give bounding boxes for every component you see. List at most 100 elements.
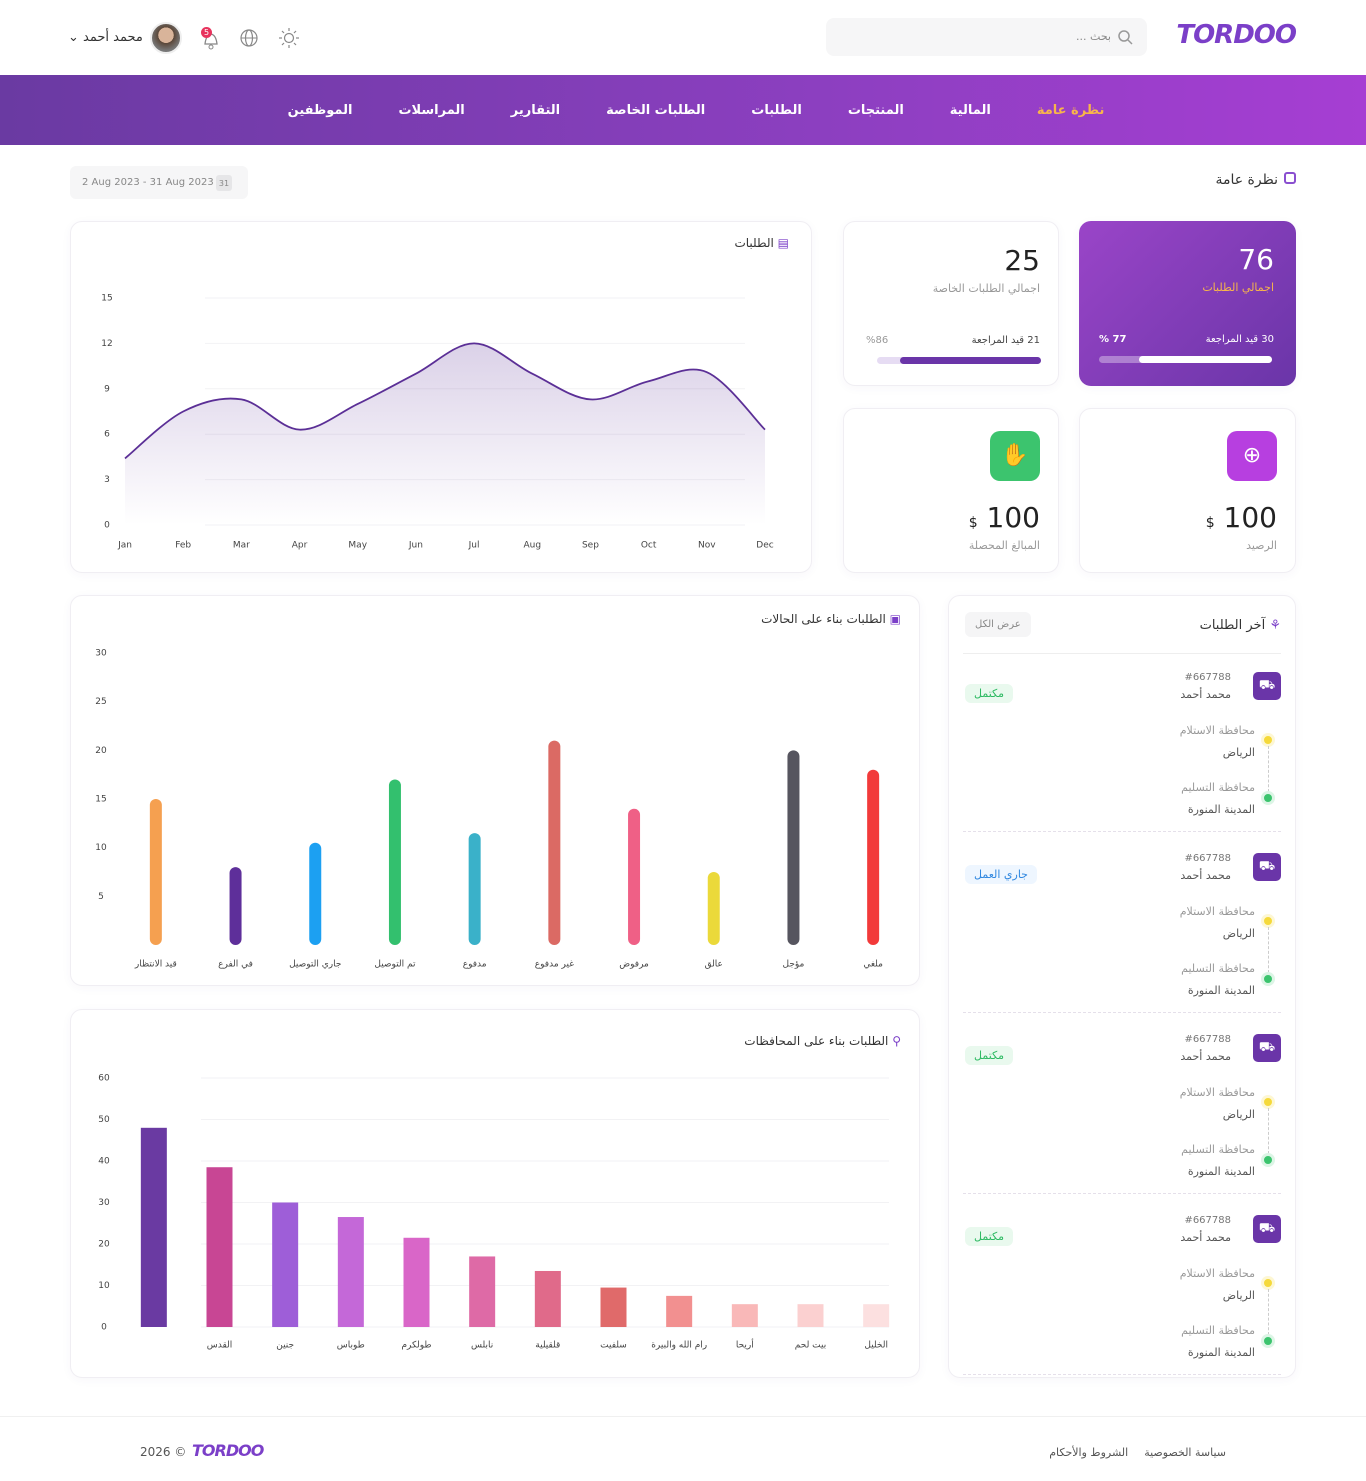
footer-logo: TORDOO	[192, 1441, 264, 1460]
x-tick-label: في الفرع	[218, 960, 253, 970]
date-range: 2 Aug 2023 - 31 Aug 2023	[82, 177, 214, 188]
nav-item[interactable]: الطلبات	[751, 102, 802, 118]
stat-card: 76 اجمالي الطلبات 30 قيد المراجعة % 77	[1079, 221, 1296, 386]
chart-title-text: الطلبات	[734, 236, 774, 250]
pickup-dot	[1264, 1279, 1272, 1287]
theme-icon[interactable]	[278, 27, 300, 49]
truck-icon: ⛟	[1253, 672, 1281, 700]
order-customer: محمد أحمد	[1180, 1050, 1231, 1063]
pending-count: 21	[1027, 335, 1040, 346]
order-item[interactable]: ⛟ #667788 محمد أحمد مكتمل محافظة الاستلا…	[963, 1205, 1281, 1375]
x-tick-label: Nov	[698, 541, 716, 551]
nav-item[interactable]: الموظفين	[287, 102, 353, 118]
footer-link[interactable]: الشروط والأحكام	[1049, 1446, 1129, 1459]
stat-value: $ 100	[969, 501, 1040, 534]
order-item[interactable]: ⛟ #667788 محمد أحمد مكتمل محافظة الاستلا…	[963, 1024, 1281, 1194]
nav-item[interactable]: المنتجات	[847, 102, 904, 118]
pending-count: 30	[1261, 334, 1274, 345]
pending-label: قيد المراجعة	[971, 335, 1025, 346]
delivery-dot	[1264, 1337, 1272, 1345]
order-item[interactable]: ⛟ #667788 محمد أحمد جاري العمل محافظة ال…	[963, 843, 1281, 1013]
y-tick-label: 6	[104, 430, 110, 440]
date-picker[interactable]: 2 Aug 2023 - 31 Aug 2023 31	[70, 166, 248, 199]
stat-card: 25 اجمالي الطلبات الخاصة 21 قيد المراجعة…	[843, 221, 1059, 386]
progress-fill	[1138, 356, 1272, 363]
order-status: مكتمل	[965, 1046, 1013, 1065]
delivery-city: المدينة المنورة	[1187, 803, 1255, 816]
bar	[548, 740, 561, 945]
avatar[interactable]	[150, 22, 182, 54]
title-icon	[1284, 172, 1296, 184]
nav-item[interactable]: الطلبات الخاصة	[606, 102, 706, 118]
currency: $	[1205, 515, 1215, 531]
stat-value: $ 100	[1206, 501, 1277, 534]
search-box[interactable]: بحث ...	[826, 18, 1147, 56]
delivery-label: محافظة التسليم	[1181, 781, 1255, 794]
x-tick-label: بيت لحم	[795, 1341, 826, 1351]
bar	[628, 808, 641, 945]
progress-fill	[899, 357, 1041, 364]
bar	[867, 769, 880, 945]
pickup-city: الرياض	[1222, 927, 1255, 940]
order-customer: محمد أحمد	[1180, 1231, 1231, 1244]
footer-divider	[0, 1416, 1366, 1417]
route-line	[1268, 1289, 1269, 1335]
y-tick-label: 50	[98, 1115, 110, 1125]
stat-value: 25	[1004, 244, 1040, 277]
search-placeholder: بحث ...	[1076, 30, 1111, 43]
x-tick-label: Aug	[523, 541, 541, 551]
line	[124, 342, 766, 460]
x-tick-label: Oct	[641, 541, 657, 551]
truck-icon: ⛟	[1253, 1034, 1281, 1062]
stat-label: الرصيد	[1246, 539, 1277, 552]
y-tick-label: 10	[95, 843, 107, 853]
delivery-label: محافظة التسليم	[1181, 1143, 1255, 1156]
nav-item[interactable]: التقارير	[510, 102, 561, 118]
pickup-dot	[1264, 1098, 1272, 1106]
bar	[707, 872, 720, 945]
x-tick-label: غير مدفوع	[535, 960, 574, 970]
y-tick-label: 30	[95, 649, 107, 659]
chart-title-text: الطلبات بناء على الحالات	[761, 612, 886, 626]
bar	[469, 1256, 496, 1327]
x-tick-label: نابلس	[471, 1341, 493, 1351]
order-customer: محمد أحمد	[1180, 688, 1231, 701]
delivery-label: محافظة التسليم	[1181, 962, 1255, 975]
chart-title: ⚲ الطلبات بناء على المحافظات	[744, 1034, 901, 1048]
area	[125, 343, 765, 525]
y-tick-label: 25	[95, 697, 106, 707]
y-tick-label: 15	[101, 294, 112, 304]
x-tick-label: طولكرم	[401, 1341, 431, 1351]
stat-number: 100	[986, 501, 1040, 534]
order-item[interactable]: ⛟ #667788 محمد أحمد مكتمل محافظة الاستلا…	[963, 662, 1281, 832]
user-name[interactable]: محمد أحمد ⌄	[68, 30, 143, 45]
bar	[206, 1167, 233, 1327]
pickup-dot	[1264, 736, 1272, 744]
x-tick-label: الخليل	[864, 1341, 888, 1351]
balance-icon: ⊕	[1227, 431, 1277, 481]
logo[interactable]: TORDOO	[1176, 20, 1297, 50]
bar	[863, 1304, 890, 1327]
chart-card: ⚲ الطلبات بناء على المحافظات 0 10 20 30 40 50…	[70, 1009, 920, 1378]
nav-item[interactable]: المراسلات	[398, 102, 465, 118]
progress-label: % 77	[1099, 334, 1127, 345]
bar	[337, 1217, 364, 1327]
bar	[388, 779, 401, 945]
stat-pending: 30 قيد المراجعة	[1206, 334, 1274, 345]
x-tick-label: Jan	[117, 541, 132, 551]
y-tick-label: 9	[104, 384, 110, 394]
pickup-city: الرياض	[1222, 746, 1255, 759]
nav-item[interactable]: نظرة عامة	[1036, 102, 1105, 118]
order-id: #667788	[1184, 853, 1231, 864]
x-tick-label: قلقيلية	[535, 1341, 560, 1351]
nav-item[interactable]: المالية	[949, 102, 991, 118]
y-tick-label: 60	[98, 1074, 110, 1084]
chart-title: ▤ الطلبات	[734, 236, 789, 250]
view-all-button[interactable]: عرض الكل	[965, 612, 1031, 637]
x-tick-label: رام الله والبيرة	[651, 1341, 707, 1351]
footer-link[interactable]: سياسة الخصوصية	[1144, 1446, 1226, 1459]
truck-icon: ⛟	[1253, 1215, 1281, 1243]
language-icon[interactable]	[238, 27, 260, 49]
progress-track	[1099, 356, 1272, 363]
y-tick-label: 0	[101, 1323, 107, 1333]
